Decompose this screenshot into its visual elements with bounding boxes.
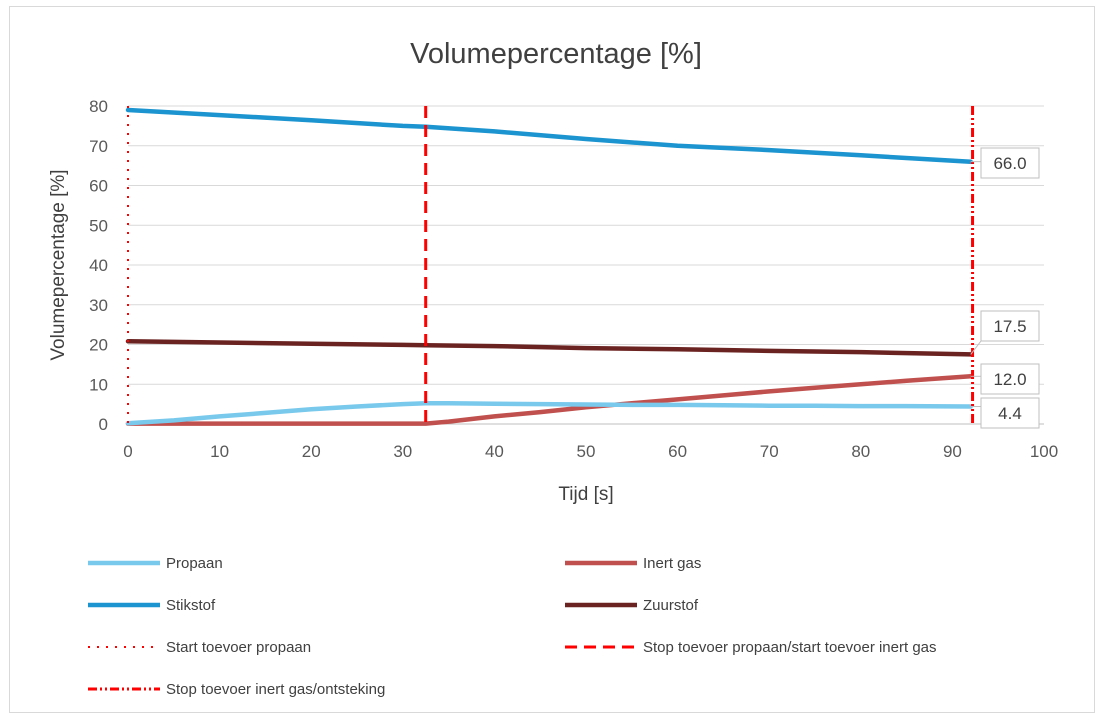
legend-label-propaan: Propaan	[166, 555, 223, 572]
legend-label-stikstof: Stikstof	[166, 597, 216, 614]
x-tick-label-20: 20	[302, 442, 321, 461]
data-label-box	[980, 397, 1040, 429]
series-line-propaan	[125, 401, 973, 426]
data-label-box	[980, 147, 1040, 179]
series-line-stikstof	[125, 107, 973, 164]
legend-label-zuurstof: Zuurstof	[643, 597, 699, 614]
y-tick-label-10: 10	[89, 375, 108, 394]
marker-layer	[127, 106, 975, 424]
legend-label-stop-toevoer-inert-gas-ontsteking: Stop toevoer inert gas/ontsteking	[166, 681, 385, 698]
x-tick-label-0: 0	[123, 442, 132, 461]
x-axis-title: Tijd [s]	[558, 484, 613, 505]
y-tick-label-50: 50	[89, 216, 108, 235]
series-line-zuurstof	[125, 339, 973, 357]
x-tick-label-50: 50	[577, 442, 596, 461]
data-label-inert-gas: 12.0	[993, 370, 1026, 389]
chart-title: Volumepercentage [%]	[410, 38, 702, 70]
y-tick-label-40: 40	[89, 256, 108, 275]
x-tick-label-10: 10	[210, 442, 229, 461]
x-tick-label-60: 60	[668, 442, 687, 461]
data-label-box	[980, 363, 1040, 395]
y-tick-label-80: 80	[89, 97, 108, 116]
y-tick-label-60: 60	[89, 177, 108, 196]
x-tick-label-100: 100	[1030, 442, 1058, 461]
data-label-box	[980, 310, 1040, 342]
legend-label-start-toevoer-propaan: Start toevoer propaan	[166, 639, 311, 656]
y-tick-label-20: 20	[89, 336, 108, 355]
series-layer	[125, 107, 973, 426]
legend-label-stop-toevoer-propaan-start-toevoer-inert-gas: Stop toevoer propaan/start toevoer inert…	[643, 639, 937, 656]
x-tick-label-80: 80	[851, 442, 870, 461]
callout-layer: 66.0 17.5 12.0 4.4	[970, 147, 1040, 429]
tick-layer: 0 10 20 30 40 50 60 70 80 0 10 20 30 40 50 60 70 80 90 100	[89, 97, 1058, 461]
grid-layer	[128, 105, 1044, 425]
y-tick-label-30: 30	[89, 296, 108, 315]
y-tick-label-70: 70	[89, 137, 108, 156]
chart-frame	[9, 6, 1095, 713]
y-axis-title: Volumepercentage [%]	[48, 169, 69, 360]
x-tick-label-90: 90	[943, 442, 962, 461]
legend-label-inert-gas: Inert gas	[643, 555, 701, 572]
legend: Propaan Inert gas Stikstof Zuurstof Start to…	[88, 555, 937, 698]
y-tick-label-0: 0	[99, 415, 108, 434]
x-tick-label-40: 40	[485, 442, 504, 461]
x-tick-label-30: 30	[393, 442, 412, 461]
data-label-stikstof: 66.0	[993, 154, 1026, 173]
data-label-propaan: 4.4	[998, 404, 1022, 423]
data-label-leader	[970, 340, 982, 355]
data-label-zuurstof: 17.5	[993, 317, 1026, 336]
series-line-inert-gas	[125, 374, 973, 426]
x-tick-label-70: 70	[760, 442, 779, 461]
